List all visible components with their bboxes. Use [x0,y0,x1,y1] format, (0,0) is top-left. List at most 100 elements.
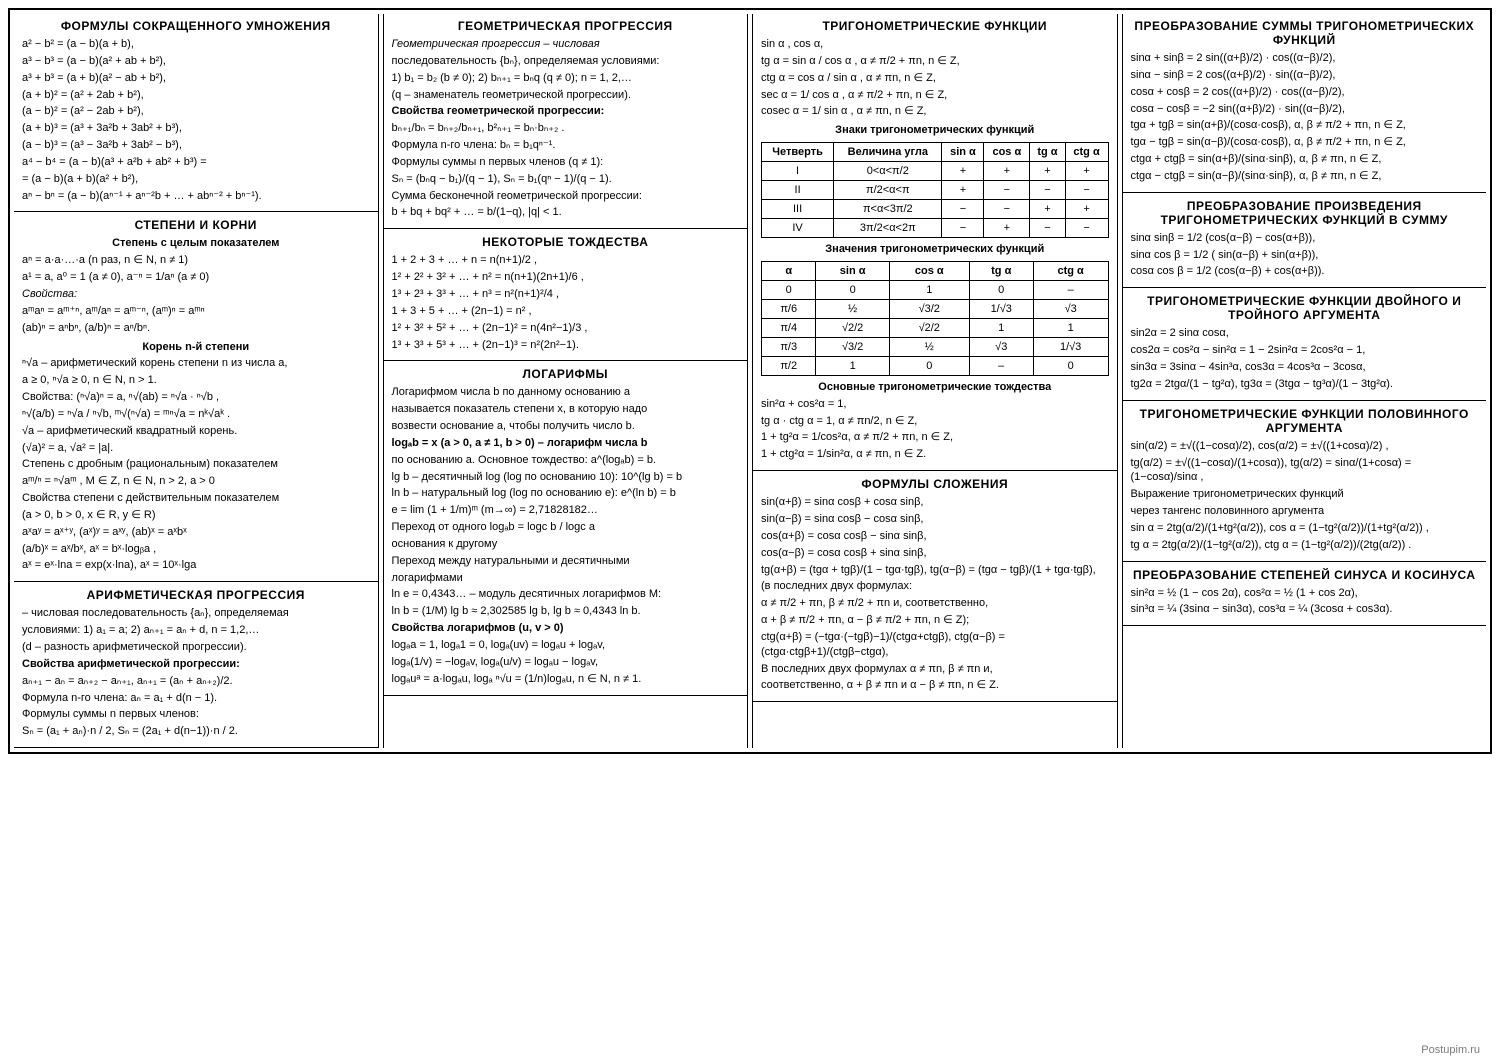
table-cell: − [984,200,1030,219]
formula-line: lg b – десятичный log (log по основанию … [392,470,740,485]
formula-line: через тангенс половинного аргумента [1131,504,1479,519]
formula-line: Логарифмом числа b по данному основанию … [392,385,740,400]
table-cell: III [762,200,834,219]
box-title: ФОРМУЛЫ СЛОЖЕНИЯ [761,477,1109,491]
formula-line: a ≥ 0, ⁿ√a ≥ 0, n ∈ N, n > 1. [22,373,370,388]
formula-line: 1³ + 2³ + 3³ + … + n³ = n²(n+1)²/4 , [392,287,740,302]
table-cell: ½ [889,337,969,356]
formula-line: (a + b)² = (a² + 2ab + b²), [22,88,370,103]
formula-line: cos2α = cos²α − sin²α = 1 − 2sin²α = 2co… [1131,343,1479,358]
box-logarithms: ЛОГАРИФМЫ Логарифмом числа b по данному … [384,360,748,695]
formula-line: ⁿ√(a/b) = ⁿ√a / ⁿ√b, ᵐ√(ⁿ√a) = ᵐⁿ√a = nᵏ… [22,407,370,422]
box-multiplication: ФОРМУЛЫ СОКРАЩЕННОГО УМНОЖЕНИЯ a² − b² =… [14,13,378,212]
table-header: cos α [889,261,969,280]
formula-line: (в последних двух формулах: [761,579,1109,594]
formula-line: 1 + 2 + 3 + … + n = n(n+1)/2 , [392,253,740,268]
box-title: ПРЕОБРАЗОВАНИЕ СУММЫ ТРИГОНОМЕТРИЧЕСКИХ … [1131,19,1479,47]
formula-line: tg(α+β) = (tgα + tgβ)/(1 − tgα·tgβ), tg(… [761,563,1109,578]
table-cell: − [942,219,984,238]
table-header: tg α [1030,143,1065,162]
box-title: ЛОГАРИФМЫ [392,367,740,381]
table-cell: – [969,356,1033,375]
formula-line: возвести основание a, чтобы получить чис… [392,419,740,434]
formula-line: sin³α = ¼ (3sinα − sin3α), cos³α = ¼ (3c… [1131,602,1479,617]
subhead: Знаки тригонометрических функций [761,123,1109,138]
table-cell: π/2 [762,356,816,375]
table-cell: π/3 [762,337,816,356]
table-cell: √3 [1033,299,1108,318]
table-cell: + [942,162,984,181]
formula-line: Свойства арифметической прогрессии: [22,658,240,670]
formula-line: (√a)² = a, √a² = |a|. [22,441,370,456]
formula-line: tgα − tgβ = sin(α−β)/(cosα·cosβ), α, β ≠… [1131,135,1479,150]
formula-line: sec α = 1/ cos α , α ≠ π/2 + πn, n ∈ Z, [761,88,1109,103]
box-power-transform: ПРЕОБРАЗОВАНИЕ СТЕПЕНЕЙ СИНУСА И КОСИНУС… [1123,561,1487,627]
formula-line: tgα + tgβ = sin(α+β)/(cosα·cosβ), α, β ≠… [1131,118,1479,133]
formula-line: a² − b² = (a − b)(a + b), [22,37,370,52]
table-cell: 0 [969,280,1033,299]
table-header: tg α [969,261,1033,280]
table-cell: 1 [969,318,1033,337]
formula-line: sin(α−β) = sinα cosβ − cosα sinβ, [761,512,1109,527]
formula-line: Степень с дробным (рациональным) показат… [22,457,370,472]
formula-sheet: ФОРМУЛЫ СОКРАЩЕННОГО УМНОЖЕНИЯ a² − b² =… [8,8,1492,754]
formula-line: sin α , cos α, [761,37,1109,52]
box-title: ГЕОМЕТРИЧЕСКАЯ ПРОГРЕССИЯ [392,19,740,33]
formula-line: 1² + 2² + 3² + … + n² = n(n+1)(2n+1)/6 , [392,270,740,285]
table-cell: √2/2 [889,318,969,337]
table-row: IV3π/2<α<2π−+−− [762,219,1109,238]
formula-line: e = lim (1 + 1/m)ᵐ (m→∞) = 2,71828182… [392,503,740,518]
formula-line: соответственно, α + β ≠ πn и α − β ≠ πn,… [761,678,1109,693]
formula-line: логарифмами [392,571,740,586]
table-header: α [762,261,816,280]
table-cell: √3 [969,337,1033,356]
table-row: π/6½√3/21/√3√3 [762,299,1109,318]
formula-line: (ab)ⁿ = aⁿbⁿ, (a/b)ⁿ = aⁿ/bⁿ. [22,321,370,336]
formula-line: ln b – натуральный log (log по основанию… [392,486,740,501]
box-title: АРИФМЕТИЧЕСКАЯ ПРОГРЕССИЯ [22,588,370,602]
box-title: ПРЕОБРАЗОВАНИЕ СТЕПЕНЕЙ СИНУСА И КОСИНУС… [1131,568,1479,582]
formula-line: Свойства степени с действительным показа… [22,491,370,506]
table-cell: + [984,219,1030,238]
values-table: αsin αcos αtg αctg α 0010–π/6½√3/21/√3√3… [761,261,1109,376]
formula-line: = (a − b)(a + b)(a² + b²), [22,172,370,187]
formula-line: условиями: 1) a₁ = a; 2) aₙ₊₁ = aₙ + d, … [22,623,370,638]
formula-line: cos(α−β) = cosα cosβ + sinα sinβ, [761,546,1109,561]
formula-line: Формулы суммы n первых членов: [22,707,370,722]
table-cell: 1/√3 [1033,337,1108,356]
subhead: Корень n-й степени [22,340,370,355]
formula-line: sin α = 2tg(α/2)/(1+tg²(α/2)), cos α = (… [1131,521,1479,536]
table-cell: – [1033,280,1108,299]
box-trig-functions: ТРИГОНОМЕТРИЧЕСКИЕ ФУНКЦИИ sin α , cos α… [753,13,1117,471]
table-cell: 3π/2<α<2π [834,219,942,238]
formula-line: Свойства: [22,288,77,300]
table-header: sin α [816,261,889,280]
formula-line: ⁿ√a – арифметический корень степени n из… [22,356,370,371]
formula-line: 1² + 3² + 5² + … + (2n−1)² = n(4n²−1)/3 … [392,321,740,336]
table-cell: 1 [889,280,969,299]
formula-line: Геометрическая прогрессия – числовая [392,38,600,50]
formula-line: sin(α+β) = sinα cosβ + cosα sinβ, [761,495,1109,510]
formula-line: aⁿ − bⁿ = (a − b)(aⁿ⁻¹ + aⁿ⁻²b + … + abⁿ… [22,189,370,204]
formula-line: logₐb = x (a > 0, a ≠ 1, b > 0) – логари… [392,437,648,449]
formula-line: aⁿ = a·a·…·a (n раз, n ∈ N, n ≠ 1) [22,253,370,268]
formula-line: ctg α = cos α / sin α , α ≠ πn, n ∈ Z, [761,71,1109,86]
column-4: ПРЕОБРАЗОВАНИЕ СУММЫ ТРИГОНОМЕТРИЧЕСКИХ … [1122,14,1487,748]
formula-line: cos(α+β) = cosα cosβ − sinα sinβ, [761,529,1109,544]
formula-line: называется показатель степени x, в котор… [392,402,740,417]
table-cell: √3/2 [816,337,889,356]
formula-line: ctgα + ctgβ = sin(α+β)/(sinα·sinβ), α, β… [1131,152,1479,167]
table-cell: − [1030,181,1065,200]
table-row: π/210–0 [762,356,1109,375]
table-cell: 1 [1033,318,1108,337]
formula-line: последовательность {bₙ}, определяемая ус… [392,54,740,69]
formula-line: cosα − cosβ = −2 sin((α+β)/2) · sin((α−β… [1131,102,1479,117]
formula-line: tg(α/2) = ±√((1−cosα)/(1+cosα)), tg(α/2)… [1131,456,1479,486]
subhead: Степень с целым показателем [22,236,370,251]
box-title: ТРИГОНОМЕТРИЧЕСКИЕ ФУНКЦИИ ПОЛОВИННОГО А… [1131,407,1479,435]
table-row: π/4√2/2√2/211 [762,318,1109,337]
formula-line: sinα + sinβ = 2 sin((α+β)/2) · cos((α−β)… [1131,51,1479,66]
formula-line: 1) b₁ = b₂ (b ≠ 0); 2) bₙ₊₁ = bₙq (q ≠ 0… [392,71,740,86]
box-double-triple: ТРИГОНОМЕТРИЧЕСКИЕ ФУНКЦИИ ДВОЙНОГО И ТР… [1123,287,1487,400]
table-cell: 0 [889,356,969,375]
